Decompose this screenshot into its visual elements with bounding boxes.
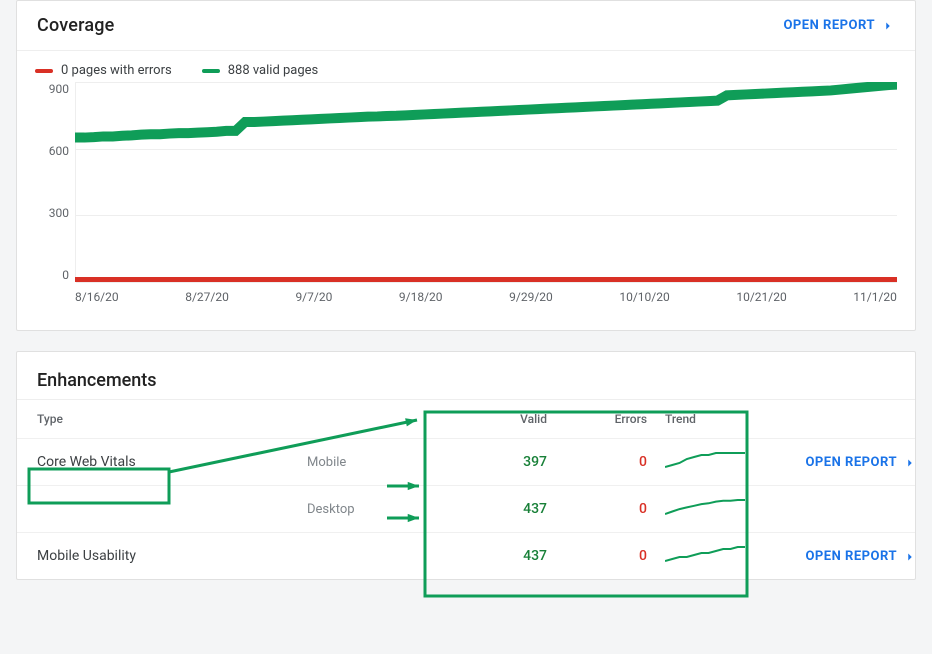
error-count: 0	[557, 454, 647, 470]
subrow-label: Desktop	[307, 502, 447, 517]
y-tick: 900	[49, 82, 69, 96]
legend-label: 888 valid pages	[228, 63, 319, 78]
trend-cell	[657, 451, 747, 473]
col-errors: Errors	[557, 412, 647, 426]
legend-item: 0 pages with errors	[35, 63, 172, 78]
x-tick: 10/21/20	[736, 290, 786, 312]
x-tick: 8/16/20	[75, 290, 119, 312]
series-valid	[75, 85, 897, 138]
open-report-button[interactable]: OPEN REPORT	[805, 549, 917, 564]
x-tick: 10/10/20	[619, 290, 669, 312]
coverage-title: Coverage	[37, 15, 114, 36]
x-tick: 9/18/20	[399, 290, 443, 312]
trend-cell	[657, 545, 747, 567]
legend-swatch	[202, 69, 220, 73]
col-type: Type	[37, 412, 297, 426]
x-tick: 9/29/20	[509, 290, 553, 312]
table-row[interactable]: Desktop 437 0	[17, 485, 915, 532]
error-count: 0	[557, 501, 647, 517]
coverage-header: Coverage OPEN REPORT	[17, 1, 915, 51]
error-count: 0	[557, 548, 647, 564]
open-report-label: OPEN REPORT	[805, 455, 897, 470]
col-valid: Valid	[457, 412, 547, 426]
chart-svg	[75, 82, 897, 282]
x-tick: 8/27/20	[185, 290, 229, 312]
x-axis: 8/16/20 8/27/20 9/7/20 9/18/20 9/29/20 10/10/…	[75, 290, 897, 312]
y-tick: 0	[62, 268, 69, 282]
x-tick: 9/7/20	[295, 290, 332, 312]
enhancements-header-row: Type Valid Errors Trend	[17, 399, 915, 438]
open-report-button[interactable]: OPEN REPORT	[783, 18, 895, 33]
enhancements-title: Enhancements	[37, 370, 895, 391]
coverage-card: Coverage OPEN REPORT 0 pages with errors…	[16, 0, 916, 331]
legend-label: 0 pages with errors	[61, 63, 172, 78]
sparkline	[665, 545, 745, 563]
valid-count: 437	[457, 548, 547, 564]
grid-line	[76, 282, 897, 283]
action-cell: OPEN REPORT	[757, 548, 917, 564]
table-row[interactable]: Core Web Vitals Mobile 397 0 OPEN REPORT	[17, 438, 915, 485]
legend-item: 888 valid pages	[202, 63, 319, 78]
open-report-label: OPEN REPORT	[805, 549, 897, 564]
enhancements-card: Enhancements Type Valid Errors Trend Core We…	[16, 351, 916, 580]
x-tick: 11/1/20	[853, 290, 897, 312]
open-report-button[interactable]: OPEN REPORT	[805, 455, 917, 470]
col-trend: Trend	[657, 412, 747, 426]
coverage-chart: 900 600 300 0 8/16/20 8/27/20 9/7/20 9/18/20 9/…	[17, 82, 915, 330]
action-cell: OPEN REPORT	[757, 454, 917, 470]
open-report-label: OPEN REPORT	[783, 18, 875, 33]
y-tick: 600	[49, 144, 69, 158]
subrow-label: Mobile	[307, 455, 447, 470]
legend-swatch	[35, 69, 53, 73]
sparkline	[665, 451, 745, 469]
chevron-right-icon	[903, 456, 917, 470]
y-tick: 300	[49, 206, 69, 220]
coverage-legend: 0 pages with errors 888 valid pages	[17, 51, 915, 82]
enhancements-table: Type Valid Errors Trend Core Web Vitals Mobil…	[17, 399, 915, 579]
valid-count: 397	[457, 454, 547, 470]
table-row[interactable]: Mobile Usability 437 0 OPEN REPORT	[17, 532, 915, 579]
sparkline	[665, 498, 745, 516]
y-axis: 900 600 300 0	[35, 82, 69, 282]
valid-count: 437	[457, 501, 547, 517]
row-type-label: Mobile Usability	[37, 548, 297, 564]
row-type-label: Core Web Vitals	[37, 454, 297, 470]
chevron-right-icon	[903, 550, 917, 564]
chevron-right-icon	[881, 19, 895, 33]
trend-cell	[657, 498, 747, 520]
